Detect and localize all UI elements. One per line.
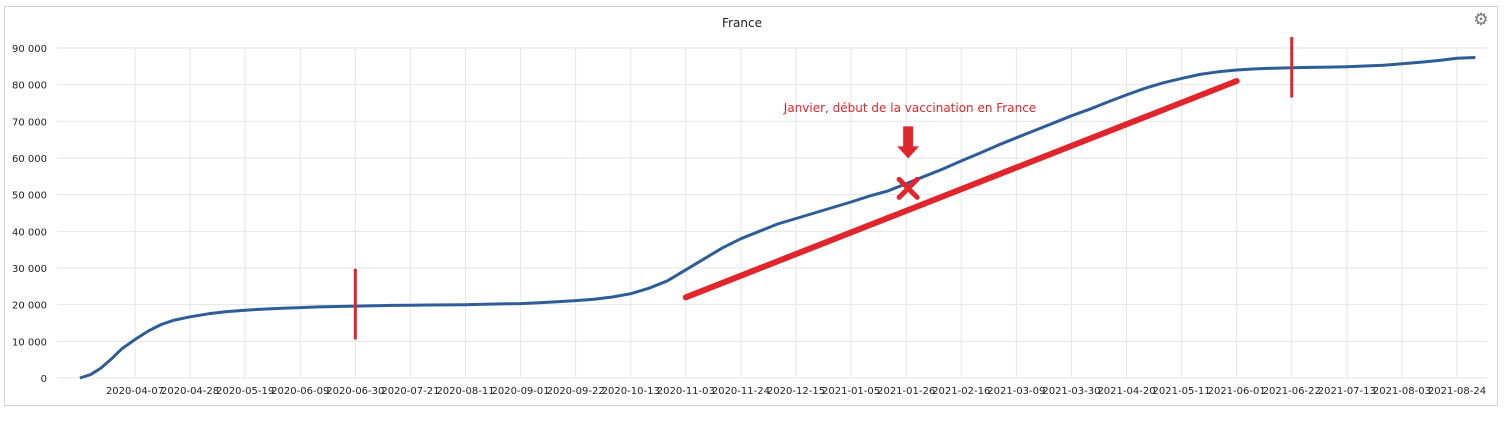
y-tick-label: 70 000 bbox=[12, 117, 47, 128]
y-tick-label: 20 000 bbox=[12, 301, 47, 312]
chart-panel bbox=[4, 6, 1498, 406]
x-tick-label: 2021-05-11 bbox=[1153, 386, 1211, 397]
x-tick-label: 2020-12-15 bbox=[767, 386, 825, 397]
annotations: Janvier, début de la vaccination en Fran… bbox=[353, 37, 1294, 340]
y-tick-label: 10 000 bbox=[12, 337, 47, 348]
series-group bbox=[79, 56, 1476, 380]
x-tick-label: 2021-07-13 bbox=[1318, 386, 1376, 397]
y-tick-label: 80 000 bbox=[12, 81, 47, 92]
chart-grid bbox=[57, 47, 1487, 379]
x-axis-ticks: 2020-04-072020-04-282020-05-192020-06-09… bbox=[106, 386, 1486, 397]
y-axis-ticks: 0 10 000 20 000 30 000 40 000 50 000 60 000 70 … bbox=[12, 44, 47, 385]
x-tick-label: 2021-01-05 bbox=[822, 386, 880, 397]
y-tick-label: 90 000 bbox=[12, 44, 47, 55]
y-tick-label: 50 000 bbox=[12, 191, 47, 202]
x-tick-label: 2020-06-30 bbox=[326, 386, 384, 397]
x-tick-label: 2020-11-03 bbox=[657, 386, 715, 397]
y-tick-label: 60 000 bbox=[12, 154, 47, 165]
series-line bbox=[79, 56, 1476, 380]
gear-icon[interactable]: ⚙ bbox=[1473, 10, 1489, 30]
x-tick-label: 2020-06-09 bbox=[271, 386, 329, 397]
arrow-down-icon bbox=[897, 126, 920, 159]
x-tick-label: 2021-08-03 bbox=[1373, 386, 1431, 397]
x-tick-label: 2021-03-30 bbox=[1042, 386, 1100, 397]
x-tick-label: 2021-01-26 bbox=[877, 386, 935, 397]
y-tick-label: 40 000 bbox=[12, 227, 47, 238]
cross-marker-icon bbox=[896, 176, 920, 200]
x-tick-label: 2020-04-07 bbox=[106, 386, 164, 397]
y-tick-label: 0 bbox=[41, 374, 47, 385]
x-tick-label: 2021-04-20 bbox=[1097, 386, 1155, 397]
annotation-text: Janvier, début de la vaccination en Fran… bbox=[783, 101, 1036, 115]
x-tick-label: 2021-06-01 bbox=[1208, 386, 1266, 397]
x-tick-label: 2020-04-28 bbox=[161, 386, 219, 397]
x-tick-label: 2020-10-13 bbox=[602, 386, 660, 397]
x-tick-label: 2021-03-09 bbox=[987, 386, 1045, 397]
x-tick-label: 2020-08-11 bbox=[436, 386, 494, 397]
x-tick-label: 2021-06-22 bbox=[1263, 386, 1321, 397]
chart-title: France bbox=[722, 16, 762, 30]
x-tick-label: 2020-05-19 bbox=[216, 386, 274, 397]
y-tick-label: 30 000 bbox=[12, 264, 47, 275]
x-tick-label: 2020-07-21 bbox=[381, 386, 439, 397]
trend-line-annotation bbox=[682, 78, 1240, 301]
x-tick-label: 2020-11-24 bbox=[712, 386, 770, 397]
x-tick-label: 2020-09-22 bbox=[547, 386, 605, 397]
x-tick-label: 2021-08-24 bbox=[1428, 386, 1486, 397]
x-tick-label: 2021-02-16 bbox=[932, 386, 990, 397]
x-tick-label: 2020-09-01 bbox=[492, 386, 550, 397]
